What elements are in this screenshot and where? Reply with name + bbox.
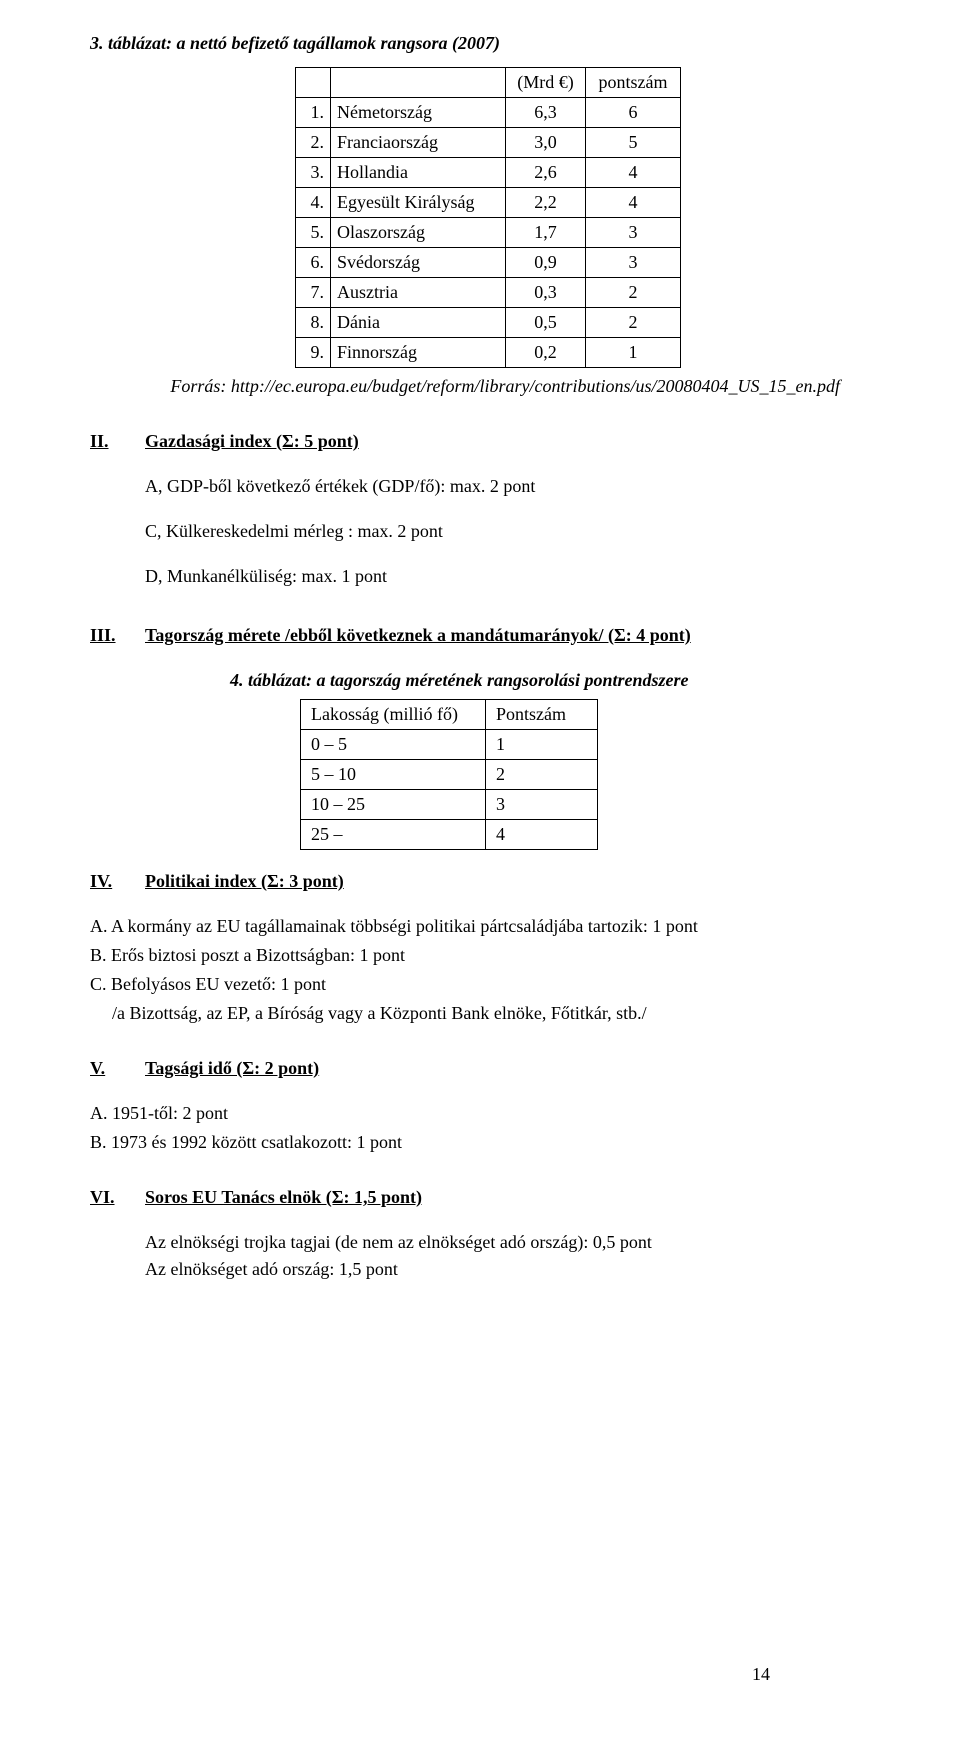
cell-country: Hollandia	[331, 158, 506, 188]
cell-score: 3	[486, 790, 598, 820]
table3-caption: 3. táblázat: a nettó befizető tagállamok…	[90, 30, 870, 57]
section4-item-a: A. A kormány az EU tagállamainak többség…	[90, 913, 870, 940]
section2-header: II. Gazdasági index (Σ: 5 pont)	[90, 428, 870, 455]
table3: (Mrd €) pontszám 1. Németország 6,3 6 2.…	[295, 67, 681, 368]
section3-title: Tagország mérete /ebből következnek a ma…	[145, 622, 691, 649]
cell-idx: 3.	[296, 158, 331, 188]
cell-mrd: 2,2	[506, 188, 586, 218]
section2-title: Gazdasági index (Σ: 5 pont)	[145, 428, 359, 455]
cell-pts: 2	[586, 308, 681, 338]
cell-country: Dánia	[331, 308, 506, 338]
table4-header-row: Lakosság (millió fő) Pontszám	[301, 700, 598, 730]
page-number: 14	[752, 1661, 770, 1688]
section5-header: V. Tagsági idő (Σ: 2 pont)	[90, 1055, 870, 1082]
section5-item-a: A. 1951-től: 2 pont	[90, 1100, 870, 1127]
table4-header-pop: Lakosság (millió fő)	[301, 700, 486, 730]
section6-title: Soros EU Tanács elnök (Σ: 1,5 pont)	[145, 1184, 422, 1211]
section4-item-b: B. Erős biztosi poszt a Bizottságban: 1 …	[90, 942, 870, 969]
cell-pts: 2	[586, 278, 681, 308]
cell-pop: 10 – 25	[301, 790, 486, 820]
section3-roman: III.	[90, 622, 145, 649]
section2-line-d: D, Munkanélküliség: max. 1 pont	[145, 563, 870, 590]
table4-caption: 4. táblázat: a tagország méretének rangs…	[230, 667, 870, 694]
table-row: 7. Ausztria 0,3 2	[296, 278, 681, 308]
cell-pop: 5 – 10	[301, 760, 486, 790]
cell-pts: 5	[586, 128, 681, 158]
section6-para2: Az elnökséget adó ország: 1,5 pont	[145, 1256, 870, 1283]
table-row: 3. Hollandia 2,6 4	[296, 158, 681, 188]
cell-mrd: 3,0	[506, 128, 586, 158]
section2-roman: II.	[90, 428, 145, 455]
table3-header-mrd: (Mrd €)	[506, 68, 586, 98]
table-row: 4. Egyesült Királyság 2,2 4	[296, 188, 681, 218]
table-row: 10 – 25 3	[301, 790, 598, 820]
section4-item-c-sub: /a Bizottság, az EP, a Bíróság vagy a Kö…	[112, 1000, 870, 1027]
cell-idx: 2.	[296, 128, 331, 158]
cell-score: 4	[486, 820, 598, 850]
cell-mrd: 0,9	[506, 248, 586, 278]
table-row: 2. Franciaország 3,0 5	[296, 128, 681, 158]
table3-header-blank1	[296, 68, 331, 98]
cell-idx: 7.	[296, 278, 331, 308]
cell-pop: 25 –	[301, 820, 486, 850]
section3-header: III. Tagország mérete /ebből következnek…	[90, 622, 870, 649]
cell-mrd: 0,2	[506, 338, 586, 368]
table-row: 5. Olaszország 1,7 3	[296, 218, 681, 248]
table-row: 9. Finnország 0,2 1	[296, 338, 681, 368]
cell-score: 1	[486, 730, 598, 760]
cell-idx: 9.	[296, 338, 331, 368]
table3-header-pts: pontszám	[586, 68, 681, 98]
table4-header-score: Pontszám	[486, 700, 598, 730]
cell-mrd: 0,3	[506, 278, 586, 308]
section2-line-c: C, Külkereskedelmi mérleg : max. 2 pont	[145, 518, 870, 545]
section2-line-a: A, GDP-ből következő értékek (GDP/fő): m…	[145, 473, 870, 500]
section6-para1: Az elnökségi trojka tagjai (de nem az el…	[145, 1229, 870, 1256]
cell-pts: 3	[586, 218, 681, 248]
cell-pts: 3	[586, 248, 681, 278]
cell-pts: 4	[586, 158, 681, 188]
section4-roman: IV.	[90, 868, 145, 895]
section6-header: VI. Soros EU Tanács elnök (Σ: 1,5 pont)	[90, 1184, 870, 1211]
cell-pop: 0 – 5	[301, 730, 486, 760]
cell-country: Franciaország	[331, 128, 506, 158]
cell-pts: 1	[586, 338, 681, 368]
section5-title: Tagsági idő (Σ: 2 pont)	[145, 1055, 319, 1082]
section5-list: A. 1951-től: 2 pont B. 1973 és 1992 közö…	[90, 1100, 870, 1156]
table3-source: Forrás: http://ec.europa.eu/budget/refor…	[90, 373, 840, 400]
section4-item-c: C. Befolyásos EU vezető: 1 pont	[90, 971, 870, 998]
cell-mrd: 0,5	[506, 308, 586, 338]
cell-country: Olaszország	[331, 218, 506, 248]
cell-idx: 1.	[296, 98, 331, 128]
cell-pts: 4	[586, 188, 681, 218]
cell-score: 2	[486, 760, 598, 790]
cell-mrd: 2,6	[506, 158, 586, 188]
cell-country: Svédország	[331, 248, 506, 278]
cell-pts: 6	[586, 98, 681, 128]
cell-country: Egyesült Királyság	[331, 188, 506, 218]
cell-idx: 8.	[296, 308, 331, 338]
section4-title: Politikai index (Σ: 3 pont)	[145, 868, 344, 895]
cell-mrd: 6,3	[506, 98, 586, 128]
cell-country: Németország	[331, 98, 506, 128]
table-row: 1. Németország 6,3 6	[296, 98, 681, 128]
section6-roman: VI.	[90, 1184, 145, 1211]
section5-item-b: B. 1973 és 1992 között csatlakozott: 1 p…	[90, 1129, 870, 1156]
table-row: 5 – 10 2	[301, 760, 598, 790]
section4-header: IV. Politikai index (Σ: 3 pont)	[90, 868, 870, 895]
cell-idx: 4.	[296, 188, 331, 218]
table3-header-row: (Mrd €) pontszám	[296, 68, 681, 98]
cell-idx: 5.	[296, 218, 331, 248]
table-row: 6. Svédország 0,9 3	[296, 248, 681, 278]
table4: Lakosság (millió fő) Pontszám 0 – 5 1 5 …	[300, 699, 598, 850]
cell-country: Finnország	[331, 338, 506, 368]
table3-header-blank2	[331, 68, 506, 98]
section4-list: A. A kormány az EU tagállamainak többség…	[90, 913, 870, 1027]
table-row: 0 – 5 1	[301, 730, 598, 760]
table-row: 25 – 4	[301, 820, 598, 850]
cell-country: Ausztria	[331, 278, 506, 308]
cell-idx: 6.	[296, 248, 331, 278]
cell-mrd: 1,7	[506, 218, 586, 248]
section5-roman: V.	[90, 1055, 145, 1082]
table-row: 8. Dánia 0,5 2	[296, 308, 681, 338]
